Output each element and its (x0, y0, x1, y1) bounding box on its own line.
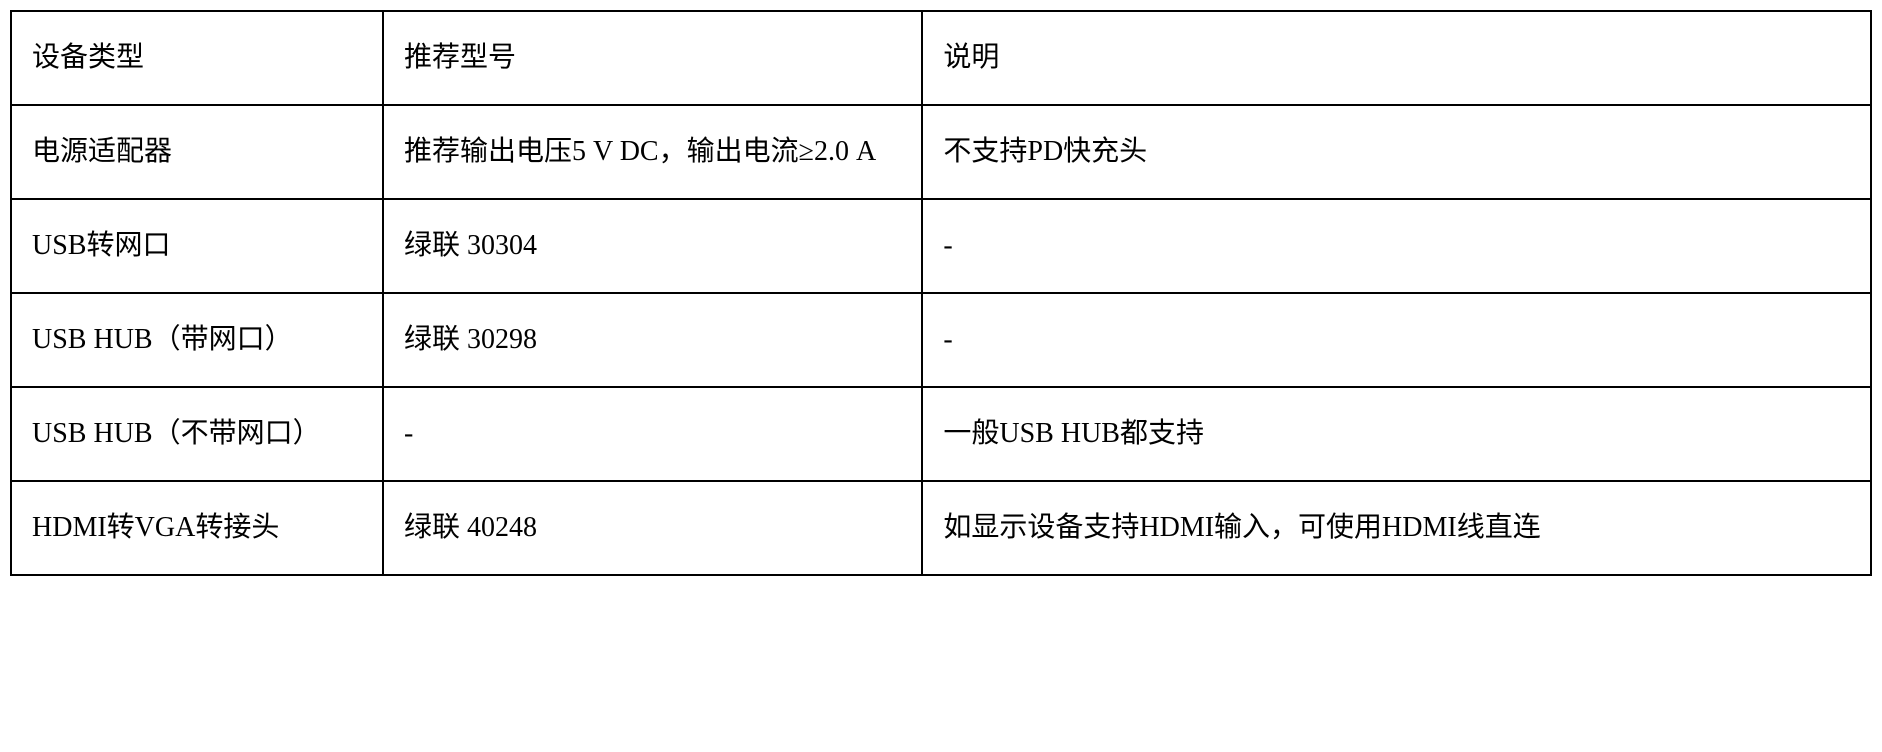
cell-description: 一般USB HUB都支持 (922, 387, 1871, 481)
cell-device-type: USB HUB（带网口） (11, 293, 383, 387)
table-row: USB HUB（不带网口） - 一般USB HUB都支持 (11, 387, 1871, 481)
cell-description: - (922, 293, 1871, 387)
cell-device-type: USB HUB（不带网口） (11, 387, 383, 481)
table-header-row: 设备类型 推荐型号 说明 (11, 11, 1871, 105)
table-row: USB转网口 绿联 30304 - (11, 199, 1871, 293)
header-recommended-model: 推荐型号 (383, 11, 922, 105)
cell-recommended-model: 绿联 30298 (383, 293, 922, 387)
cell-device-type: HDMI转VGA转接头 (11, 481, 383, 575)
table-row: USB HUB（带网口） 绿联 30298 - (11, 293, 1871, 387)
cell-device-type: USB转网口 (11, 199, 383, 293)
cell-recommended-model: 绿联 40248 (383, 481, 922, 575)
cell-recommended-model: 绿联 30304 (383, 199, 922, 293)
table-row: 电源适配器 推荐输出电压5 V DC，输出电流≥2.0 A 不支持PD快充头 (11, 105, 1871, 199)
device-recommendation-table: 设备类型 推荐型号 说明 电源适配器 推荐输出电压5 V DC，输出电流≥2.0… (10, 10, 1872, 576)
cell-description: 不支持PD快充头 (922, 105, 1871, 199)
header-device-type: 设备类型 (11, 11, 383, 105)
cell-description: 如显示设备支持HDMI输入，可使用HDMI线直连 (922, 481, 1871, 575)
cell-device-type: 电源适配器 (11, 105, 383, 199)
cell-recommended-model: 推荐输出电压5 V DC，输出电流≥2.0 A (383, 105, 922, 199)
table-row: HDMI转VGA转接头 绿联 40248 如显示设备支持HDMI输入，可使用HD… (11, 481, 1871, 575)
header-description: 说明 (922, 11, 1871, 105)
cell-recommended-model: - (383, 387, 922, 481)
cell-description: - (922, 199, 1871, 293)
